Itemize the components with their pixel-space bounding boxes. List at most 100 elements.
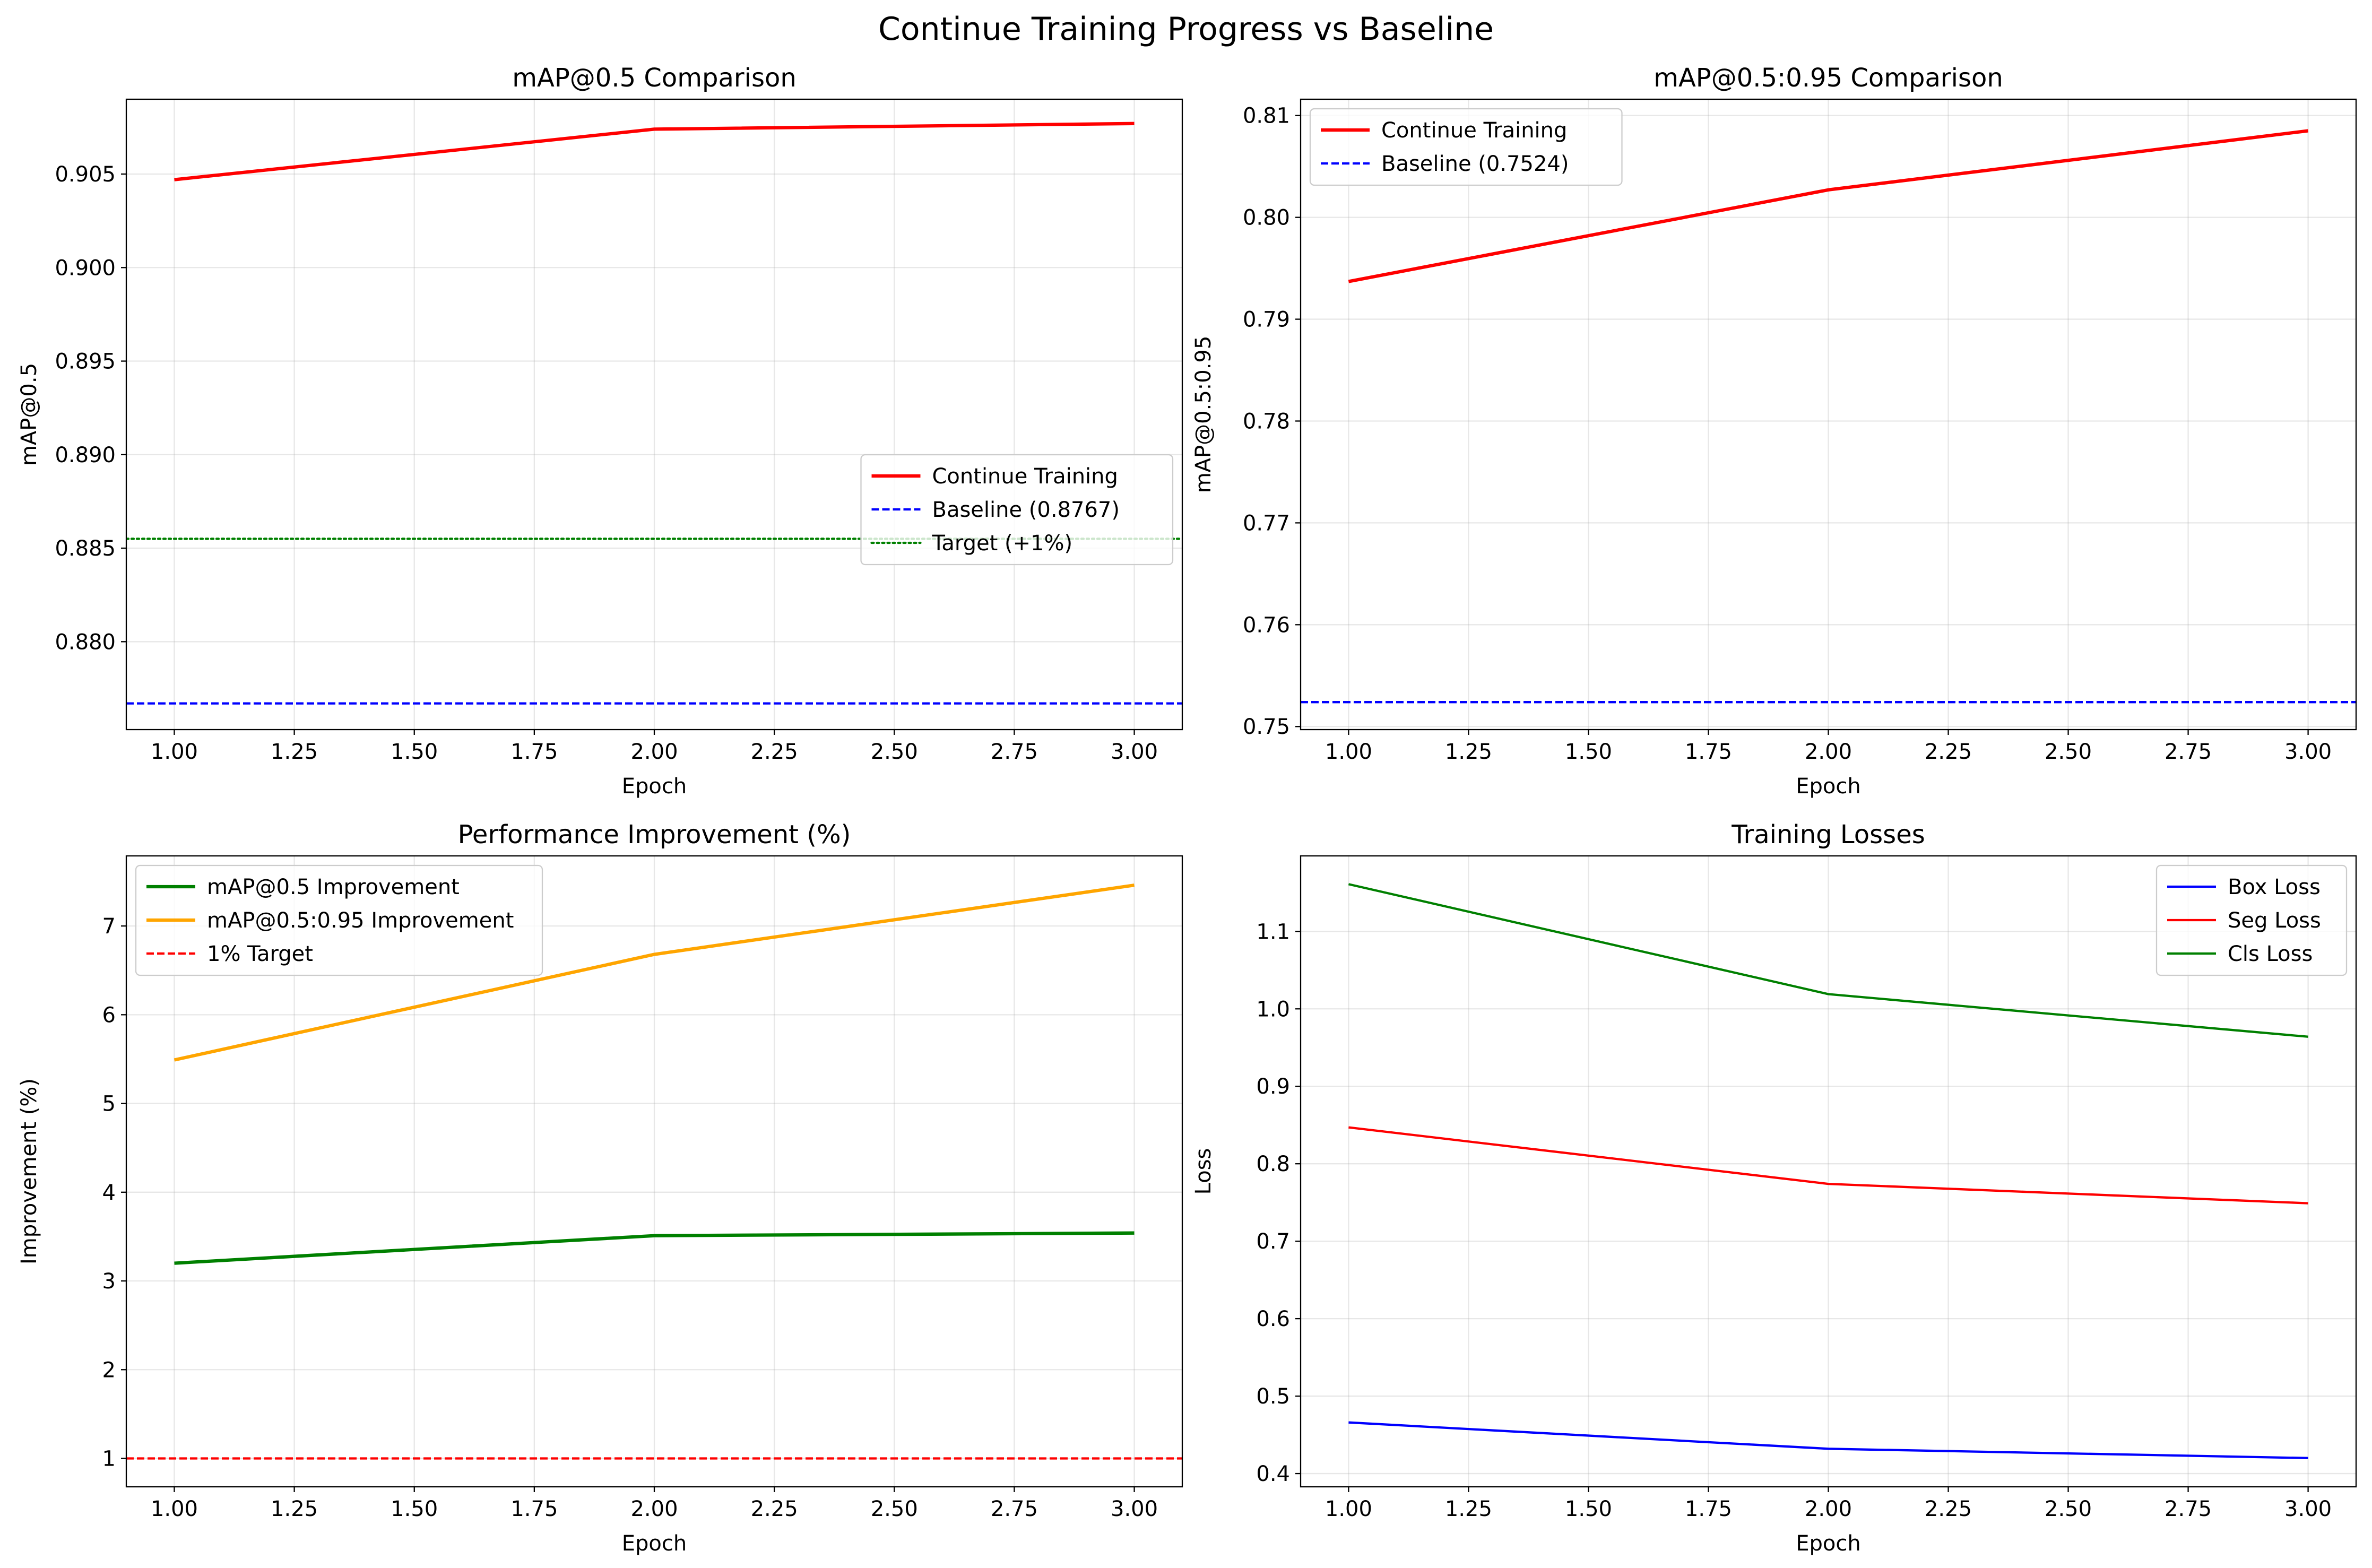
x-tick-label: 1.25 — [1445, 1497, 1492, 1521]
legend-box — [860, 454, 1174, 566]
x-tick-label: 1.50 — [1565, 740, 1612, 764]
y-tick-label: 4 — [102, 1181, 116, 1205]
y-tick-label: 1.0 — [1256, 997, 1290, 1021]
y-axis-label: Loss — [1191, 1148, 1216, 1195]
y-tick-label: 2 — [102, 1358, 116, 1382]
x-tick-label: 2.50 — [2045, 1497, 2092, 1521]
subplot-title: Training Losses — [1731, 820, 1925, 850]
subplot-title: mAP@0.5 Comparison — [512, 63, 797, 93]
y-tick-label: 7 — [102, 914, 116, 939]
x-tick-label: 3.00 — [1111, 1497, 1158, 1521]
legend-box — [1309, 108, 1623, 186]
x-tick-label: 1.75 — [510, 740, 558, 764]
x-tick-label: 2.50 — [871, 1497, 918, 1521]
series-line — [1348, 129, 2308, 283]
legend-label: Box Loss — [2228, 875, 2321, 899]
y-tick-label: 0.81 — [1243, 104, 1290, 128]
series-layer — [1301, 129, 2356, 704]
subplot-1: 1.00 1.25 1.50 1.75 2.00 2.25 2.50 2.75 3.00 0.88… — [17, 63, 1183, 799]
y-tick-label: 0.905 — [55, 162, 116, 187]
legend-label: Baseline (0.8767) — [932, 498, 1120, 522]
x-tick-label: 1.00 — [151, 740, 198, 764]
x-tick-label: 2.00 — [630, 740, 678, 764]
subplot-grid: 1.00 1.25 1.50 1.75 2.00 2.25 2.50 2.75 3.00 0.88… — [17, 63, 2357, 1556]
x-tick-label: 1.00 — [151, 1497, 198, 1521]
x-tick-label: 2.25 — [751, 740, 798, 764]
y-tick-label: 0.5 — [1256, 1384, 1290, 1409]
y-tick-label: 0.79 — [1243, 308, 1290, 332]
x-tick-label: 2.75 — [991, 740, 1038, 764]
x-axis-label: Epoch — [622, 1531, 687, 1556]
x-tick-label: 2.50 — [2045, 740, 2092, 764]
legend-label: 1% Target — [207, 942, 313, 966]
x-tick-label: 3.00 — [1111, 740, 1158, 764]
series-line — [174, 122, 1135, 181]
y-tick-label: 0.880 — [55, 630, 116, 654]
legend: Box Loss Seg Loss Cls Loss — [2155, 864, 2348, 976]
x-tick-label: 3.00 — [2284, 740, 2332, 764]
x-tick-label: 2.25 — [1925, 1497, 1972, 1521]
x-tick-label: 1.25 — [1445, 740, 1492, 764]
x-axis-label: Epoch — [1796, 774, 1860, 799]
x-tick-label: 1.50 — [391, 740, 438, 764]
subplot-4: 1.00 1.25 1.50 1.75 2.00 2.25 2.50 2.75 3.00 0.4 0… — [1191, 820, 2357, 1556]
legend-label: Cls Loss — [2228, 942, 2313, 966]
x-tick-label: 1.50 — [391, 1497, 438, 1521]
y-tick-label: 1 — [102, 1446, 116, 1471]
series-layer — [1348, 883, 2308, 1459]
legend-label: Target (+1%) — [932, 531, 1073, 556]
x-tick-label: 1.25 — [271, 1497, 318, 1521]
x-tick-label: 1.00 — [1325, 740, 1372, 764]
legend-label: Continue Training — [1381, 118, 1567, 143]
y-tick-label: 0.76 — [1243, 613, 1290, 637]
legend-label: Baseline (0.7524) — [1381, 152, 1569, 176]
subplot-3: 1.00 1.25 1.50 1.75 2.00 2.25 2.50 2.75 3.00 1 2 3 4… — [17, 820, 1183, 1556]
legend: mAP@0.5 Improvement mAP@0.5:0.95 Improvem… — [135, 864, 543, 976]
y-tick-label: 0.77 — [1243, 511, 1290, 535]
x-tick-label: 1.25 — [271, 740, 318, 764]
y-tick-label: 0.9 — [1256, 1075, 1290, 1099]
x-tick-label: 1.00 — [1325, 1497, 1372, 1521]
x-tick-label: 2.00 — [1805, 1497, 1852, 1521]
y-tick-label: 0.6 — [1256, 1307, 1290, 1331]
x-tick-label: 2.75 — [2165, 740, 2212, 764]
series-line — [1348, 1421, 2308, 1459]
y-tick-label: 0.890 — [55, 443, 116, 467]
series-line — [1348, 1126, 2308, 1205]
y-tick-label: 0.900 — [55, 256, 116, 280]
x-tick-label: 1.50 — [1565, 1497, 1612, 1521]
legend-box — [2155, 864, 2348, 976]
legend: Continue Training Baseline (0.8767) Target… — [860, 454, 1174, 566]
subplot-title: Performance Improvement (%) — [458, 820, 851, 850]
x-tick-label: 3.00 — [2284, 1497, 2332, 1521]
x-tick-label: 2.50 — [871, 740, 918, 764]
legend-label: mAP@0.5 Improvement — [207, 875, 460, 899]
x-tick-label: 2.75 — [2165, 1497, 2212, 1521]
legend-label: Seg Loss — [2228, 908, 2321, 933]
y-tick-label: 0.75 — [1243, 715, 1290, 739]
y-tick-label: 0.7 — [1256, 1229, 1290, 1254]
legend: Continue Training Baseline (0.7524) — [1309, 108, 1623, 186]
series-line — [1348, 883, 2308, 1038]
x-tick-label: 1.75 — [1685, 740, 1732, 764]
x-tick-label: 2.00 — [630, 1497, 678, 1521]
y-axis-label: mAP@0.5 — [17, 363, 41, 466]
y-tick-label: 3 — [102, 1269, 116, 1294]
y-tick-label: 0.895 — [55, 350, 116, 374]
y-tick-label: 0.885 — [55, 536, 116, 561]
legend-label: mAP@0.5:0.95 Improvement — [207, 908, 514, 933]
x-tick-label: 2.25 — [1925, 740, 1972, 764]
subplot-title: mAP@0.5:0.95 Comparison — [1654, 63, 2003, 93]
x-axis-label: Epoch — [622, 774, 687, 799]
y-tick-label: 0.8 — [1256, 1152, 1290, 1176]
y-tick-label: 0.78 — [1243, 409, 1290, 434]
x-tick-label: 1.75 — [510, 1497, 558, 1521]
y-axis-label: mAP@0.5:0.95 — [1191, 336, 1216, 493]
y-tick-label: 5 — [102, 1092, 116, 1116]
x-axis-label: Epoch — [1796, 1531, 1860, 1556]
y-tick-label: 0.80 — [1243, 206, 1290, 230]
x-tick-label: 2.00 — [1805, 740, 1852, 764]
y-axis-label: Improvement (%) — [17, 1078, 41, 1264]
